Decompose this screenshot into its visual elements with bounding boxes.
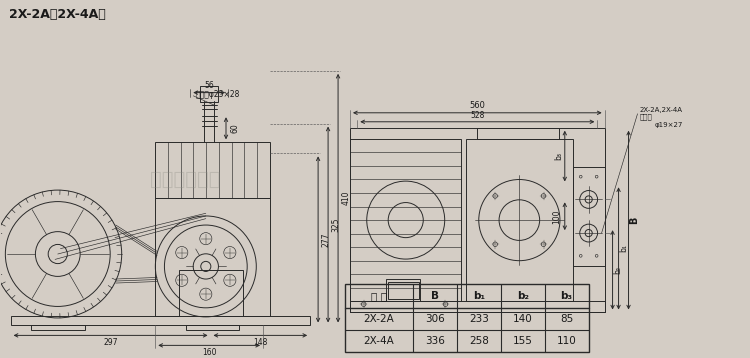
Text: 排气管: 排气管 bbox=[640, 113, 652, 120]
Text: 85: 85 bbox=[560, 314, 573, 324]
Text: 2X-4A: 2X-4A bbox=[364, 337, 394, 347]
Text: 2X-2A，2X-4A型: 2X-2A，2X-4A型 bbox=[9, 8, 106, 21]
Bar bbox=[350, 139, 461, 301]
Text: B: B bbox=[431, 291, 439, 301]
Bar bbox=[31, 325, 85, 330]
Text: B: B bbox=[629, 217, 640, 224]
Bar bbox=[350, 128, 604, 313]
Text: 277: 277 bbox=[322, 232, 331, 247]
Text: 148: 148 bbox=[254, 338, 268, 347]
Bar bbox=[573, 167, 604, 266]
Text: 258: 258 bbox=[469, 337, 489, 347]
Bar bbox=[179, 270, 243, 316]
Text: 140: 140 bbox=[513, 314, 532, 324]
Text: 2X-2A: 2X-2A bbox=[364, 314, 394, 324]
Text: 100: 100 bbox=[552, 209, 561, 223]
Text: 410: 410 bbox=[341, 191, 350, 205]
Text: b₁: b₁ bbox=[472, 291, 484, 301]
Bar bbox=[155, 142, 270, 198]
Text: 233: 233 bbox=[469, 314, 489, 324]
Text: 160: 160 bbox=[202, 348, 217, 357]
Text: φ19×27: φ19×27 bbox=[655, 122, 682, 128]
Text: b₃: b₃ bbox=[560, 291, 573, 301]
Bar bbox=[10, 316, 310, 325]
Text: 60: 60 bbox=[230, 124, 239, 133]
Text: b₂: b₂ bbox=[613, 266, 622, 274]
Text: 进气管φ25×28: 进气管φ25×28 bbox=[195, 90, 240, 99]
Text: 永嘉龙流泵阀: 永嘉龙流泵阀 bbox=[150, 170, 220, 189]
Bar bbox=[200, 86, 218, 102]
Bar bbox=[186, 325, 239, 330]
Text: 336: 336 bbox=[425, 337, 445, 347]
Text: 110: 110 bbox=[556, 337, 577, 347]
Bar bbox=[477, 128, 560, 139]
Bar bbox=[345, 285, 589, 352]
Text: b₂: b₂ bbox=[517, 291, 529, 301]
Text: 155: 155 bbox=[513, 337, 532, 347]
Text: 325: 325 bbox=[332, 217, 340, 232]
Text: 56: 56 bbox=[204, 81, 214, 90]
Text: 297: 297 bbox=[104, 338, 118, 347]
Text: b₁: b₁ bbox=[619, 245, 628, 252]
Text: 2X-2A,2X-4A: 2X-2A,2X-4A bbox=[640, 107, 682, 113]
Bar bbox=[386, 280, 421, 301]
Text: 560: 560 bbox=[470, 101, 485, 110]
Text: 528: 528 bbox=[470, 111, 484, 120]
Text: 306: 306 bbox=[425, 314, 445, 324]
Bar bbox=[155, 198, 270, 316]
Bar bbox=[388, 282, 418, 299]
Bar bbox=[350, 301, 604, 313]
Text: b₃: b₃ bbox=[554, 152, 563, 160]
Text: 型 号: 型 号 bbox=[371, 291, 387, 301]
Bar bbox=[466, 139, 573, 301]
